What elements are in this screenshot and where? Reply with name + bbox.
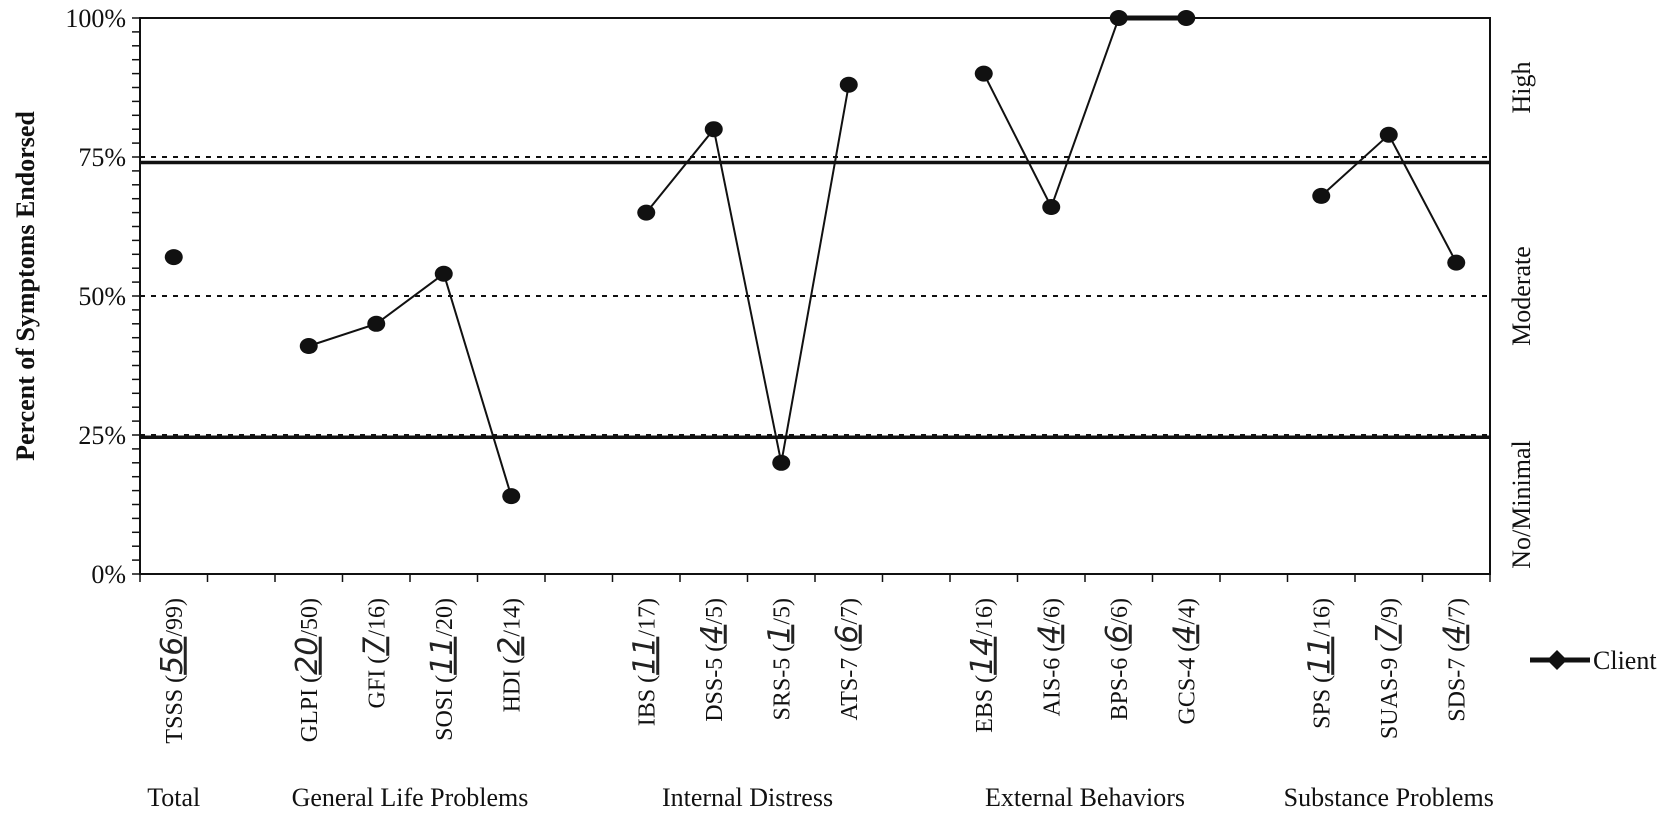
x-tick-labels: TSSS (56/99) GLPI (20/50) GFI (7/16) SOSI (… xyxy=(155,598,1473,744)
x-tick-label: BPS-6 (6/6) xyxy=(1100,598,1135,720)
x-tick-label: GLPI (20/50) xyxy=(290,598,325,742)
x-tick-label: SOSI (11/20) xyxy=(425,598,460,741)
legend-label-client: Client xyxy=(1593,646,1657,675)
data-point-hdi xyxy=(502,488,521,505)
x-tick-label: SPS (11/16) xyxy=(1302,598,1337,729)
data-point-gcs-4 xyxy=(1177,10,1196,26)
band-label: No/Minimal xyxy=(1507,440,1536,569)
x-tick-label: TSSS (56/99) xyxy=(155,598,190,744)
axes xyxy=(132,17,1491,582)
legend-marker-swatch xyxy=(1547,650,1567,670)
x-tick-label: SDS-7 (4/7) xyxy=(1437,598,1472,722)
x-tick-label: SRS-5 (1/5) xyxy=(762,598,797,720)
data-point-ibs xyxy=(637,204,656,221)
band-label: High xyxy=(1507,62,1536,114)
y-tick-label: 25% xyxy=(78,421,126,450)
x-tick-label: AIS-6 (4/6) xyxy=(1032,598,1067,716)
x-tick-label: GCS-4 (4/4) xyxy=(1167,598,1202,724)
data-point-bps-6 xyxy=(1109,10,1128,26)
data-point-glpi xyxy=(299,338,318,355)
x-tick-label: SUAS-9 (7/9) xyxy=(1370,598,1405,739)
series-lines xyxy=(308,15,1458,497)
data-point-ebs xyxy=(974,65,993,82)
data-point-dss-5 xyxy=(704,121,723,138)
x-tick-label: EBS (14/16) xyxy=(965,598,1000,733)
band-label: Moderate xyxy=(1507,246,1536,346)
data-point-sds-7 xyxy=(1447,254,1466,271)
x-tick-label: HDI (2/14) xyxy=(492,598,527,712)
data-point-srs-5 xyxy=(772,454,791,471)
group-label: Substance Problems xyxy=(1284,783,1494,812)
y-tick-label: 75% xyxy=(78,143,126,172)
data-point-suas-9 xyxy=(1379,126,1398,143)
data-point-sosi xyxy=(434,265,453,282)
y-axis-label: Percent of Symptoms Endorsed xyxy=(11,111,40,461)
y-tick-labels: 0% 25% 50% 75% 100% xyxy=(65,4,126,589)
group-label: Internal Distress xyxy=(662,783,833,812)
legend: Client xyxy=(1530,646,1657,675)
group-label: General Life Problems xyxy=(292,783,529,812)
series-line-segment xyxy=(1320,133,1458,264)
reference-lines xyxy=(140,156,1490,439)
y-tick-label: 0% xyxy=(91,560,126,589)
series-points xyxy=(164,10,1466,505)
group-label: External Behaviors xyxy=(985,783,1185,812)
band-labels: No/Minimal Moderate High xyxy=(1507,62,1536,569)
data-point-ais-6 xyxy=(1042,199,1061,216)
data-point-tsss xyxy=(164,249,183,266)
x-tick-label: IBS (11/17) xyxy=(627,598,662,726)
y-tick-label: 50% xyxy=(78,282,126,311)
series-line-segment xyxy=(645,84,850,463)
data-point-sps xyxy=(1312,187,1331,204)
series-line-segment xyxy=(982,17,1187,210)
x-tick-label: DSS-5 (4/5) xyxy=(695,598,730,722)
series-line-segment xyxy=(308,272,513,497)
x-tick-label: GFI (7/16) xyxy=(357,598,392,708)
data-point-ats-7 xyxy=(839,76,858,93)
group-label: Total xyxy=(147,783,200,812)
y-tick-label: 100% xyxy=(65,4,126,33)
x-tick-label: ATS-7 (6/7) xyxy=(830,598,865,720)
group-labels: Total General Life Problems Internal Distr… xyxy=(147,783,1494,812)
data-point-gfi xyxy=(367,315,386,332)
